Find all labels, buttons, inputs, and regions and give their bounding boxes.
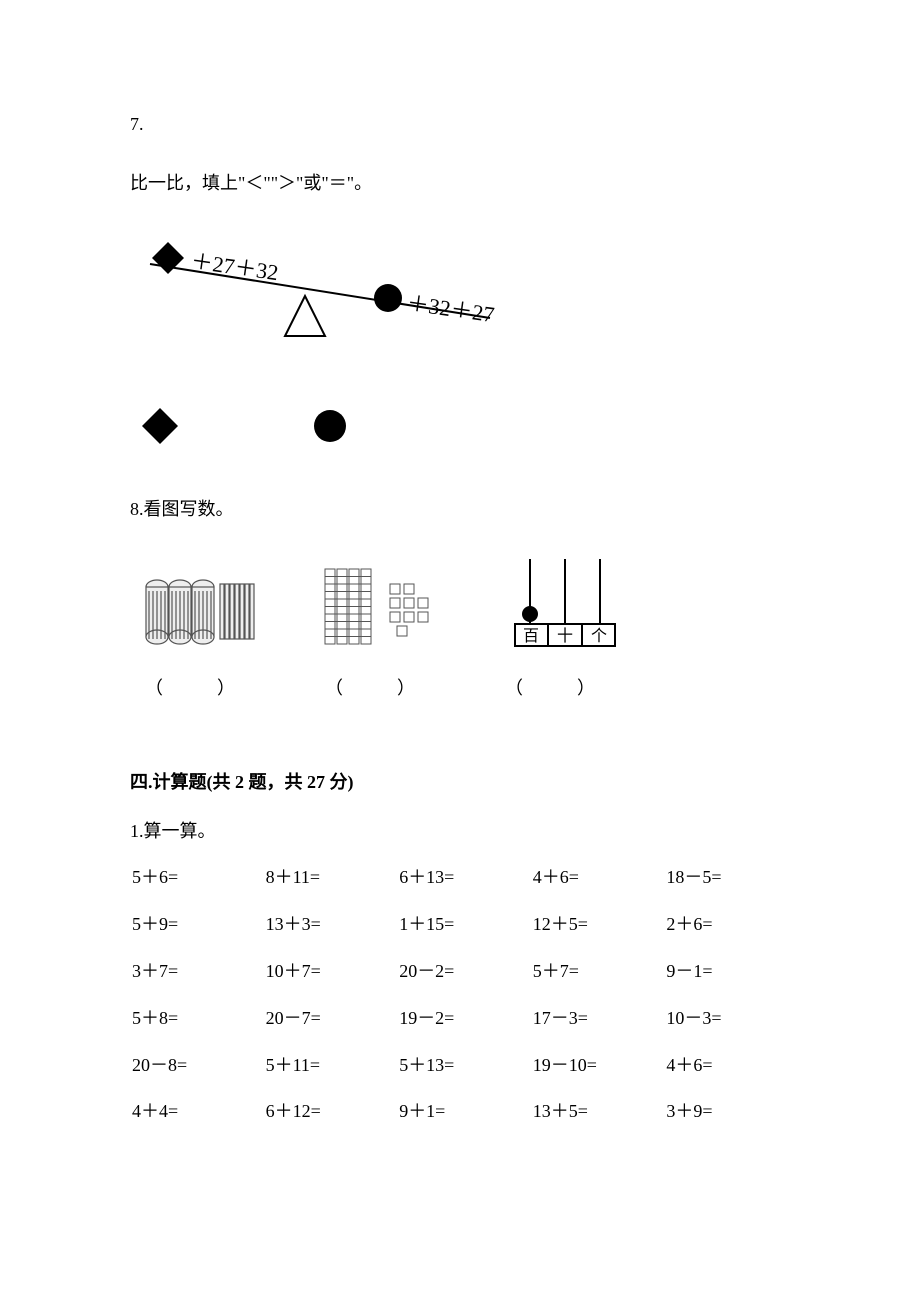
abacus-icon: 百 十 个 <box>510 554 620 654</box>
calc-cell: 6＋12= <box>266 1097 390 1126</box>
q8-blank-2: （ ） <box>325 674 415 703</box>
blocks-icon <box>320 564 450 654</box>
seesaw-right-expr: ＋32＋27 <box>405 290 496 327</box>
diamond-icon <box>142 408 178 444</box>
calc-cell: 20－2= <box>399 957 523 986</box>
section4-heading: 四.计算题(共 2 题，共 27 分) <box>130 768 790 797</box>
calc-cell: 9＋1= <box>399 1097 523 1126</box>
calc-cell: 20－7= <box>266 1004 390 1033</box>
calc-cell: 1＋15= <box>399 910 523 939</box>
abacus-label-hundred: 百 <box>523 628 539 645</box>
calc-cell: 19－2= <box>399 1004 523 1033</box>
seesaw-left-expr: ＋27＋32 <box>189 248 280 285</box>
calc-cell: 4＋6= <box>666 1051 790 1080</box>
page-content: 7. 比一比，填上"＜""＞"或"＝"。 ＋27＋32 ＋32＋27 8.看图写… <box>0 0 920 1186</box>
abacus-label-one: 个 <box>591 627 607 645</box>
calc-cell: 9－1= <box>666 957 790 986</box>
calc-cell: 10＋7= <box>266 957 390 986</box>
calc-cell: 5＋8= <box>132 1004 256 1033</box>
calc-cell: 17－3= <box>533 1004 657 1033</box>
calc-cell: 6＋13= <box>399 863 523 892</box>
bundles-icon <box>140 564 260 654</box>
abacus-label-ten: 十 <box>557 627 573 645</box>
calc-cell: 13＋3= <box>266 910 390 939</box>
calc-cell: 3＋9= <box>666 1097 790 1126</box>
calc-cell: 5＋11= <box>266 1051 390 1080</box>
calc-cell: 18－5= <box>666 863 790 892</box>
q7-number: 7. <box>130 110 790 139</box>
calc-cell: 2＋6= <box>666 910 790 939</box>
calc-cell: 5＋9= <box>132 910 256 939</box>
q8-blank-3: （ ） <box>505 674 595 703</box>
q7-instruction: 比一比，填上"＜""＞"或"＝"。 <box>130 169 790 198</box>
q8-figures: 百 十 个 <box>140 554 790 654</box>
calc-cell: 12＋5= <box>533 910 657 939</box>
calc-cell: 5＋7= <box>533 957 657 986</box>
calc-cell: 4＋6= <box>533 863 657 892</box>
calc-cell: 8＋11= <box>266 863 390 892</box>
q8-label: 8.看图写数。 <box>130 495 790 524</box>
calc-cell: 5＋6= <box>132 863 256 892</box>
calc-grid: 5＋6= 8＋11= 6＋13= 4＋6= 18－5= 5＋9= 13＋3= 1… <box>132 863 790 1126</box>
calc-cell: 10－3= <box>666 1004 790 1033</box>
section4-sub1: 1.算一算。 <box>130 817 790 846</box>
calc-cell: 20－8= <box>132 1051 256 1080</box>
calc-cell: 13＋5= <box>533 1097 657 1126</box>
circle-icon <box>314 410 346 442</box>
q8-blanks-row: （ ） （ ） （ ） <box>145 674 790 703</box>
seesaw-figure: ＋27＋32 ＋32＋27 <box>140 238 790 367</box>
calc-cell: 5＋13= <box>399 1051 523 1080</box>
compare-row <box>140 406 790 455</box>
q8-blank-1: （ ） <box>145 674 235 703</box>
calc-cell: 4＋4= <box>132 1097 256 1126</box>
calc-cell: 19－10= <box>533 1051 657 1080</box>
calc-cell: 3＋7= <box>132 957 256 986</box>
